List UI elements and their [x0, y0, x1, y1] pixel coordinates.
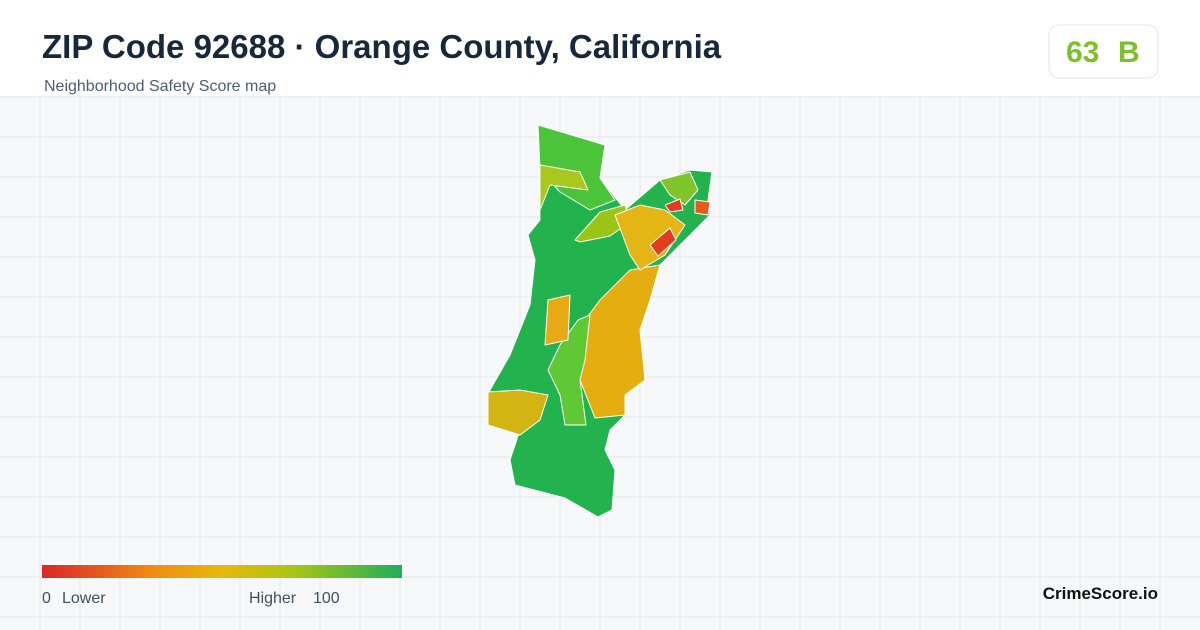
region — [539, 164, 589, 211]
page-title: ZIP Code 92688 · Orange County, Californ… — [42, 28, 722, 65]
region — [664, 198, 684, 213]
region — [649, 227, 677, 257]
header-band — [0, 0, 1200, 96]
legend-min: 0 — [42, 590, 51, 607]
zip-map — [487, 124, 713, 518]
legend-max: 100 — [313, 590, 340, 607]
region — [694, 199, 711, 216]
brand: CrimeScore.io — [1043, 584, 1158, 603]
score-badge — [1048, 24, 1159, 79]
region — [544, 294, 571, 346]
region — [487, 389, 549, 436]
grid — [0, 96, 1200, 630]
legend-scale — [42, 565, 402, 578]
region — [659, 171, 699, 206]
score-grade: B — [1118, 36, 1140, 69]
page-subtitle: Neighborhood Safety Score map — [44, 78, 276, 95]
legend-max-label: Higher — [249, 590, 297, 607]
score-value: 63 — [1066, 36, 1099, 69]
region — [547, 314, 591, 426]
legend-min-label: Lower — [62, 590, 106, 607]
